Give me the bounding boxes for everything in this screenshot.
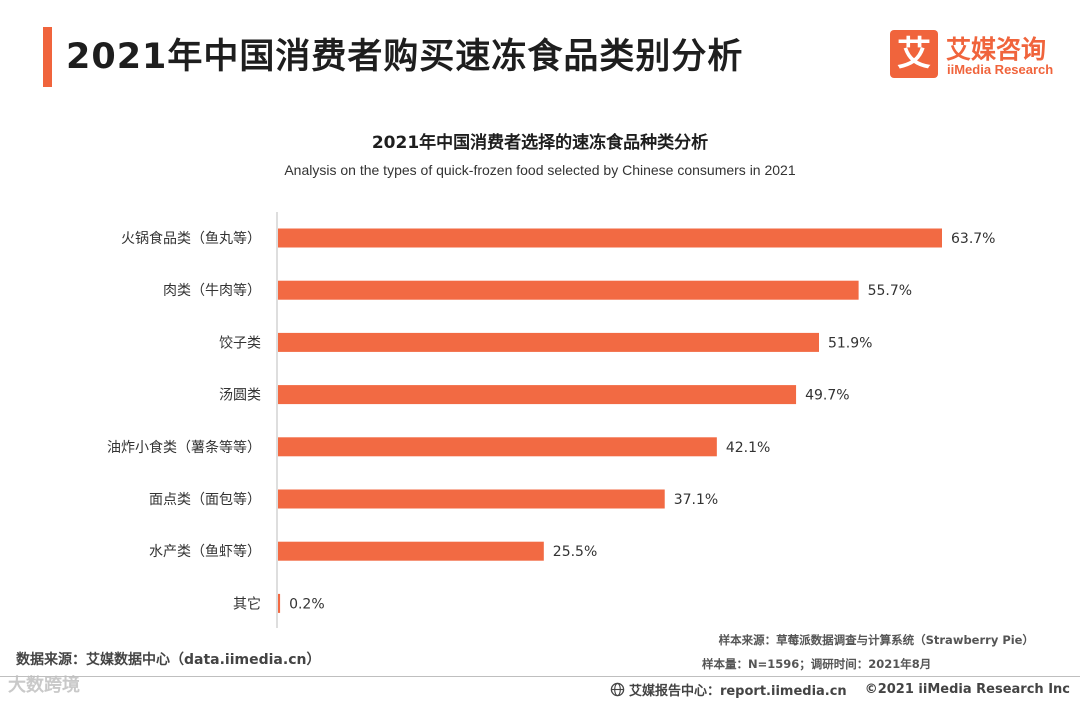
category-label: 饺子类 [219,335,261,351]
chart-subtitle: Analysis on the types of quick-frozen fo… [284,162,796,178]
bar [278,593,281,613]
data-source: 数据来源：艾媒数据中心（data.iimedia.cn） [16,652,321,668]
bar [278,385,797,405]
bar [278,332,819,352]
logo-name-cn: 艾媒咨询 [946,35,1047,64]
value-label: 42.1% [726,440,770,456]
value-label: 37.1% [674,492,718,508]
report-center: 艾媒报告中心：report.iimedia.cn [628,684,847,699]
category-label: 其它 [233,595,261,612]
logo-icon: 艾 [890,30,938,78]
category-label: 汤圆类 [219,388,261,404]
value-label: 55.7% [868,283,912,299]
bar [278,437,717,457]
copyright: ©2021 iiMedia Research Inc [864,682,1070,697]
value-label: 63.7% [951,231,995,247]
logo-mark: 艾 [897,34,931,74]
value-label: 49.7% [805,388,849,404]
logo-name-en: iiMedia Research [947,62,1054,77]
chart-title: 2021年中国消费者选择的速冻食品种类分析 [371,133,709,153]
bar [278,280,859,300]
page-title: 2021年中国消费者购买速冻食品类别分析 [66,37,744,77]
category-label: 面点类（面包等） [149,491,261,508]
bar [278,228,942,248]
category-label: 肉类（牛肉等） [163,282,261,299]
category-label: 火锅食品类（鱼丸等） [121,230,261,247]
bar [278,489,665,509]
watermark: 大数跨境 [8,675,80,696]
footer-credits: 艾媒报告中心：report.iimedia.cn ©2021 iiMedia R… [610,680,1070,699]
brand-logo: 艾 艾媒咨询 iiMedia Research [890,28,1062,82]
value-label: 25.5% [553,544,597,560]
globe-icon [610,682,625,697]
value-label: 51.9% [828,335,872,351]
bar [278,541,544,561]
value-label: 0.2% [289,596,325,612]
footer-divider [0,676,1080,677]
title-accent-bar [43,27,52,87]
bar-chart: 火锅食品类（鱼丸等） 63.7% 肉类（牛肉等） 55.7% 饺子类 51.9% 汤圆类 49… [107,212,995,628]
sample-source: 样本来源：草莓派数据调查与计算系统（Strawberry Pie） [718,633,1034,647]
sample-size: 样本量：N=1596；调研时间：2021年8月 [702,657,932,671]
category-label: 油炸小食类（薯条等等） [107,439,261,456]
category-label: 水产类（鱼虾等） [149,543,261,560]
